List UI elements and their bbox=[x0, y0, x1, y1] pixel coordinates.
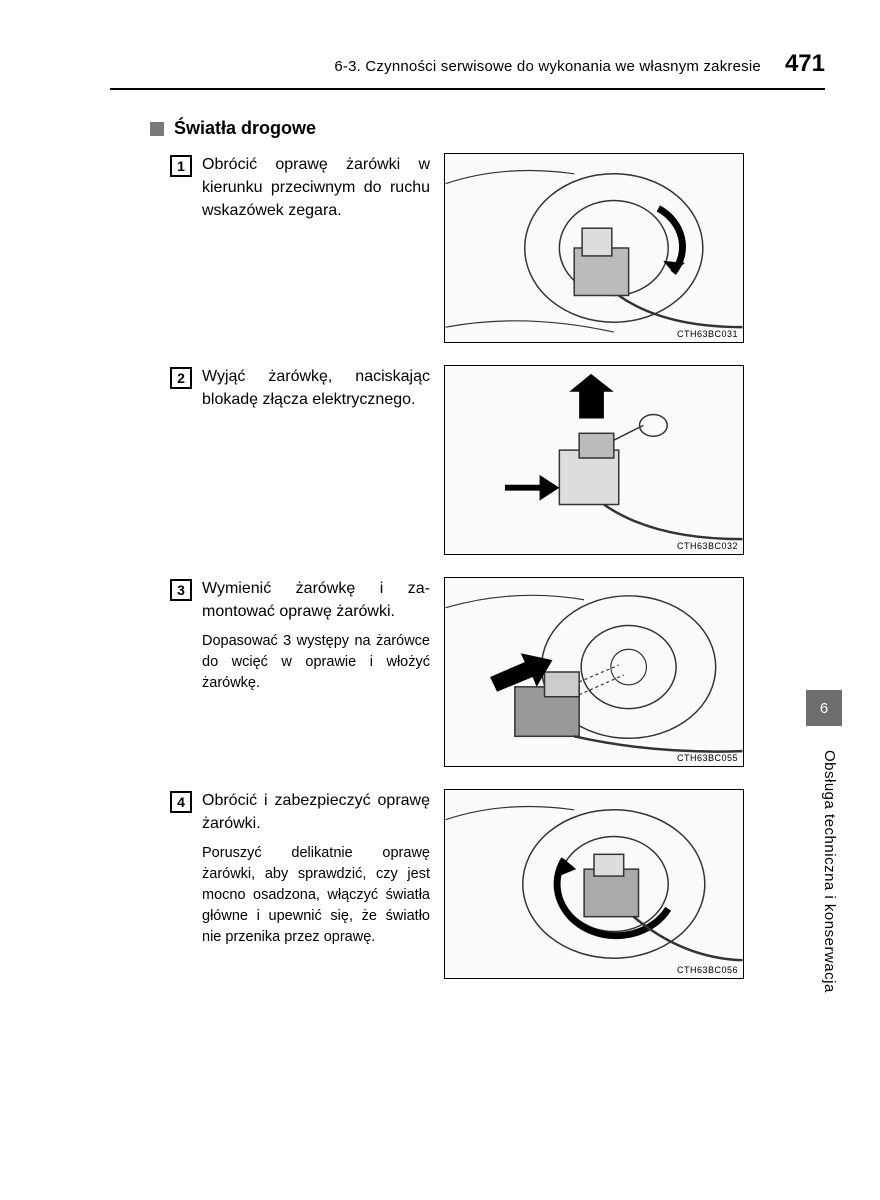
step-illustration: CTH63BC031 bbox=[444, 153, 744, 343]
step-number: 1 bbox=[177, 158, 185, 174]
step-text-col: 1 Obrócić oprawę żarówki w kierunku prze… bbox=[170, 153, 430, 343]
step-number: 3 bbox=[177, 582, 185, 598]
chapter-number: 6 bbox=[820, 700, 828, 717]
illustration-code: CTH63BC031 bbox=[677, 329, 738, 339]
step-illustration: CTH63BC055 bbox=[444, 577, 744, 767]
step-row: 4 Obrócić i zabezpieczyć opra­wę żarówki… bbox=[170, 789, 825, 979]
step-number-box: 4 bbox=[170, 791, 192, 813]
step-instruction: Wyjąć żarówkę, naciskając blokadę złącza… bbox=[202, 365, 430, 411]
section-title: Światła drogowe bbox=[150, 118, 825, 139]
step-subtext: Poruszyć delikatnie oprawę żarówki, aby … bbox=[202, 843, 430, 948]
illustration-code: CTH63BC055 bbox=[677, 753, 738, 763]
page-number: 471 bbox=[785, 50, 825, 78]
chapter-label: Obsługa techniczna i konserwacja bbox=[821, 750, 838, 993]
bulb-insert-icon bbox=[445, 578, 743, 766]
square-bullet-icon bbox=[150, 122, 164, 136]
bulb-housing-rotate-icon bbox=[445, 154, 743, 342]
illustration-code: CTH63BC056 bbox=[677, 965, 738, 975]
step-text-col: 3 Wymienić żarówkę i za­montować oprawę … bbox=[170, 577, 430, 767]
illustration-code: CTH63BC032 bbox=[677, 541, 738, 551]
chapter-tab: 6 bbox=[806, 690, 842, 726]
step-body: Wymienić żarówkę i za­montować oprawę ża… bbox=[202, 577, 430, 767]
section-title-text: Światła drogowe bbox=[174, 118, 316, 139]
step-row: 2 Wyjąć żarówkę, naciskając blokadę złąc… bbox=[170, 365, 825, 555]
step-instruction: Obrócić i zabezpieczyć opra­wę żarówki. bbox=[202, 789, 430, 835]
step-number-box: 2 bbox=[170, 367, 192, 389]
step-instruction: Obrócić oprawę żarówki w kierunku przeci… bbox=[202, 153, 430, 223]
step-row: 1 Obrócić oprawę żarówki w kierunku prze… bbox=[170, 153, 825, 343]
page-header: 6-3. Czynności serwisowe do wykonania we… bbox=[110, 50, 825, 90]
step-instruction: Wymienić żarówkę i za­montować oprawę ża… bbox=[202, 577, 430, 623]
step-text-col: 4 Obrócić i zabezpieczyć opra­wę żarówki… bbox=[170, 789, 430, 979]
step-body: Wyjąć żarówkę, naciskając blokadę złącza… bbox=[202, 365, 430, 555]
step-number: 4 bbox=[177, 794, 185, 810]
bulb-remove-icon bbox=[445, 366, 743, 554]
step-body: Obrócić oprawę żarówki w kierunku przeci… bbox=[202, 153, 430, 343]
bulb-secure-icon bbox=[445, 790, 743, 978]
manual-page: 6-3. Czynności serwisowe do wykonania we… bbox=[0, 0, 880, 1200]
step-row: 3 Wymienić żarówkę i za­montować oprawę … bbox=[170, 577, 825, 767]
step-number-box: 1 bbox=[170, 155, 192, 177]
step-subtext: Dopasować 3 występy na ża­rówce do wcięć… bbox=[202, 631, 430, 694]
step-number-box: 3 bbox=[170, 579, 192, 601]
step-illustration: CTH63BC032 bbox=[444, 365, 744, 555]
step-text-col: 2 Wyjąć żarówkę, naciskając blokadę złąc… bbox=[170, 365, 430, 555]
step-number: 2 bbox=[177, 370, 185, 386]
breadcrumb: 6-3. Czynności serwisowe do wykonania we… bbox=[334, 58, 761, 75]
step-illustration: CTH63BC056 bbox=[444, 789, 744, 979]
step-body: Obrócić i zabezpieczyć opra­wę żarówki. … bbox=[202, 789, 430, 979]
